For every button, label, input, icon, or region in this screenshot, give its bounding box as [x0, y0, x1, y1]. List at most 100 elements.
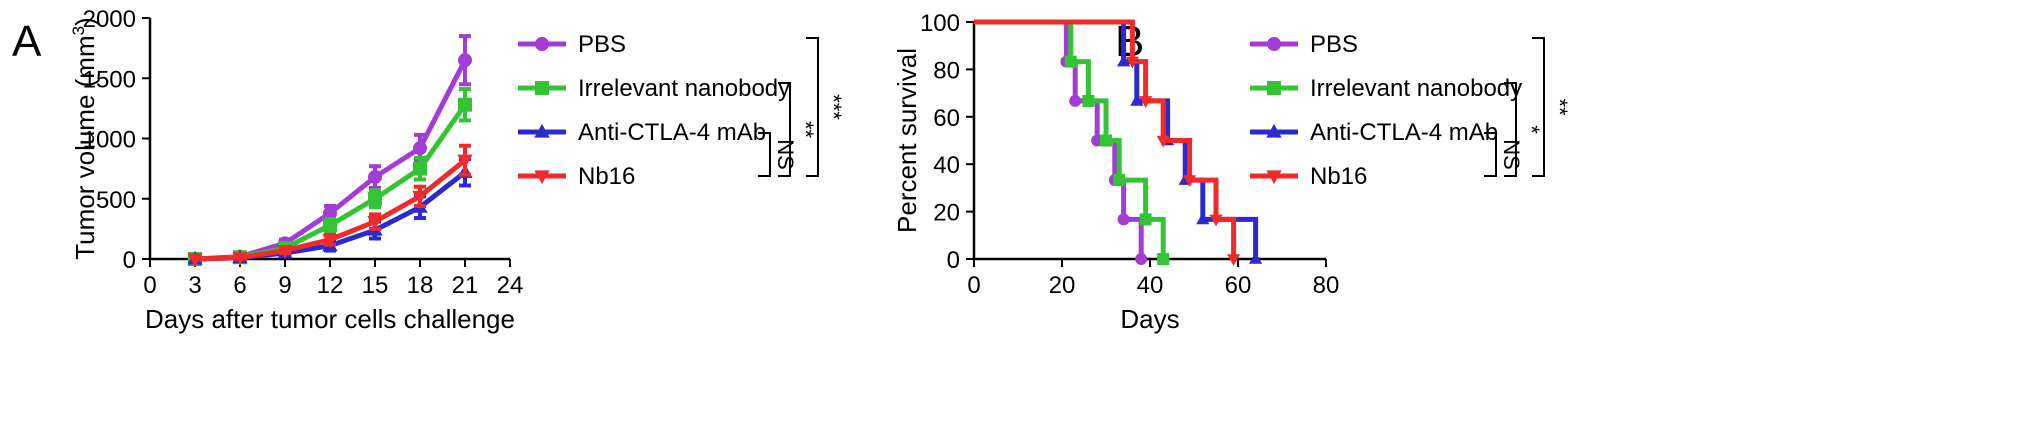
- sig-b-1-label: *: [1519, 125, 1544, 134]
- sig-b-2-bracket: [1532, 37, 1545, 177]
- x-tick-label: 9: [278, 272, 291, 299]
- sig-a-ns-label: NS: [773, 139, 798, 170]
- censor-point: [1125, 56, 1139, 69]
- censor-point: [1156, 135, 1170, 148]
- data-point: [412, 190, 428, 205]
- data-point: [458, 53, 472, 68]
- y-tick-label: 2000: [83, 6, 136, 33]
- x-tick-label: 12: [317, 272, 344, 299]
- x-tick-label: 24: [497, 272, 524, 299]
- y-tick-label: 0: [123, 247, 136, 274]
- censor-point: [1064, 55, 1077, 68]
- data-point: [322, 234, 338, 248]
- y-tick-label: 100: [920, 10, 960, 37]
- x-tick-label: 80: [1313, 272, 1340, 299]
- legend-marker: [535, 37, 549, 51]
- data-point: [323, 206, 337, 221]
- sig-b-2-label: **: [1547, 98, 1572, 116]
- censor-point: [1100, 134, 1112, 147]
- data-point: [413, 141, 427, 156]
- sig-b-ns-label: NS: [1499, 139, 1524, 170]
- data-point: [367, 216, 383, 230]
- x-tick-label: 20: [1049, 272, 1076, 299]
- series: [187, 143, 473, 268]
- legend-marker: [534, 123, 550, 138]
- data-point: [458, 97, 472, 112]
- y-tick-label: 1000: [83, 127, 136, 154]
- x-tick-label: 3: [188, 272, 201, 299]
- x-axis-label: Days: [1120, 304, 1179, 334]
- censor-point: [1183, 175, 1197, 187]
- sig-a-2-bracket: [778, 82, 791, 177]
- chart-panel-a: 0 500 1000 1500 2000 0 3 6 9 12 15 18 21 24 Days after…: [69, 6, 846, 334]
- legend-label: Anti-CTLA-4 mAb: [1310, 119, 1498, 146]
- data-point: [232, 252, 248, 266]
- y-tick-label: 40: [933, 152, 960, 179]
- sig-b-ns-bracket: [1484, 132, 1497, 177]
- x-tick-label: 6: [233, 272, 246, 299]
- legend-label: Anti-CTLA-4 mAb: [578, 119, 766, 146]
- legend-marker: [1267, 81, 1281, 95]
- censor-point: [1082, 94, 1095, 107]
- legend-label: Irrelevant nanobody: [578, 75, 790, 102]
- censor-point: [1139, 213, 1152, 226]
- legend-marker: [1266, 123, 1282, 138]
- series: [974, 19, 1170, 265]
- censor-point: [1135, 253, 1148, 265]
- legend-marker: [1267, 37, 1281, 51]
- legend-label: PBS: [578, 31, 626, 58]
- x-tick-label: 18: [407, 272, 434, 299]
- censor-point: [1157, 253, 1170, 265]
- chart-panel-b: 0 20 40 60 80 100 0 20 40 60 80 Days Percent surviva…: [892, 10, 1572, 334]
- y-tick-label: 0: [947, 247, 960, 274]
- censor-point: [1139, 96, 1153, 108]
- x-tick-label: 15: [362, 272, 389, 299]
- y-axis-label: Tumor volume (mm3): [69, 17, 100, 260]
- x-tick-label: 0: [143, 272, 156, 299]
- data-point: [277, 244, 293, 259]
- y-tick-label: 500: [96, 187, 136, 214]
- censor-point: [1249, 252, 1263, 264]
- censor-point: [1117, 54, 1131, 67]
- y-axis-label: Percent survival: [892, 48, 922, 233]
- legend-label: Nb16: [1310, 163, 1367, 190]
- legend-label: PBS: [1310, 31, 1358, 58]
- data-point: [187, 253, 203, 268]
- sig-a-3-label: ***: [821, 94, 846, 120]
- sig-b-1-bracket: [1504, 82, 1517, 177]
- legend-label: Irrelevant nanobody: [1310, 75, 1522, 102]
- y-tick-label: 60: [933, 105, 960, 132]
- data-point: [368, 191, 382, 206]
- y-tick-label: 1500: [83, 66, 136, 93]
- y-tick-label: 80: [933, 57, 960, 84]
- y-tick-label: 20: [933, 200, 960, 227]
- panel-letter-a: A: [12, 17, 42, 66]
- censor-point: [1196, 212, 1210, 225]
- x-tick-label: 21: [452, 272, 479, 299]
- x-tick-label: 0: [967, 272, 980, 299]
- series: [974, 19, 1241, 266]
- y-axis-label-end: ): [70, 17, 100, 26]
- censor-point: [1113, 174, 1126, 187]
- censor-point: [1069, 94, 1082, 107]
- sig-a-ns-bracket: [758, 132, 771, 177]
- censor-point: [1209, 214, 1223, 227]
- censor-point: [1117, 213, 1130, 226]
- legend-marker: [535, 81, 549, 95]
- y-axis-label-sup: 3: [69, 26, 88, 35]
- legend-marker: [534, 170, 550, 185]
- legend-label: Nb16: [578, 163, 635, 190]
- x-tick-label: 40: [1137, 272, 1164, 299]
- data-point: [368, 170, 382, 185]
- sig-a-3-bracket: [806, 37, 819, 177]
- censor-point: [1130, 94, 1144, 106]
- x-tick-label: 60: [1225, 272, 1252, 299]
- x-axis-label: Days after tumor cells challenge: [145, 304, 515, 334]
- censor-point: [1227, 254, 1241, 266]
- legend-marker: [1266, 170, 1282, 185]
- data-point: [413, 161, 427, 176]
- sig-a-2-label: **: [793, 121, 818, 139]
- data-point: [323, 218, 337, 233]
- y-axis-label-main: Tumor volume (mm: [70, 35, 100, 259]
